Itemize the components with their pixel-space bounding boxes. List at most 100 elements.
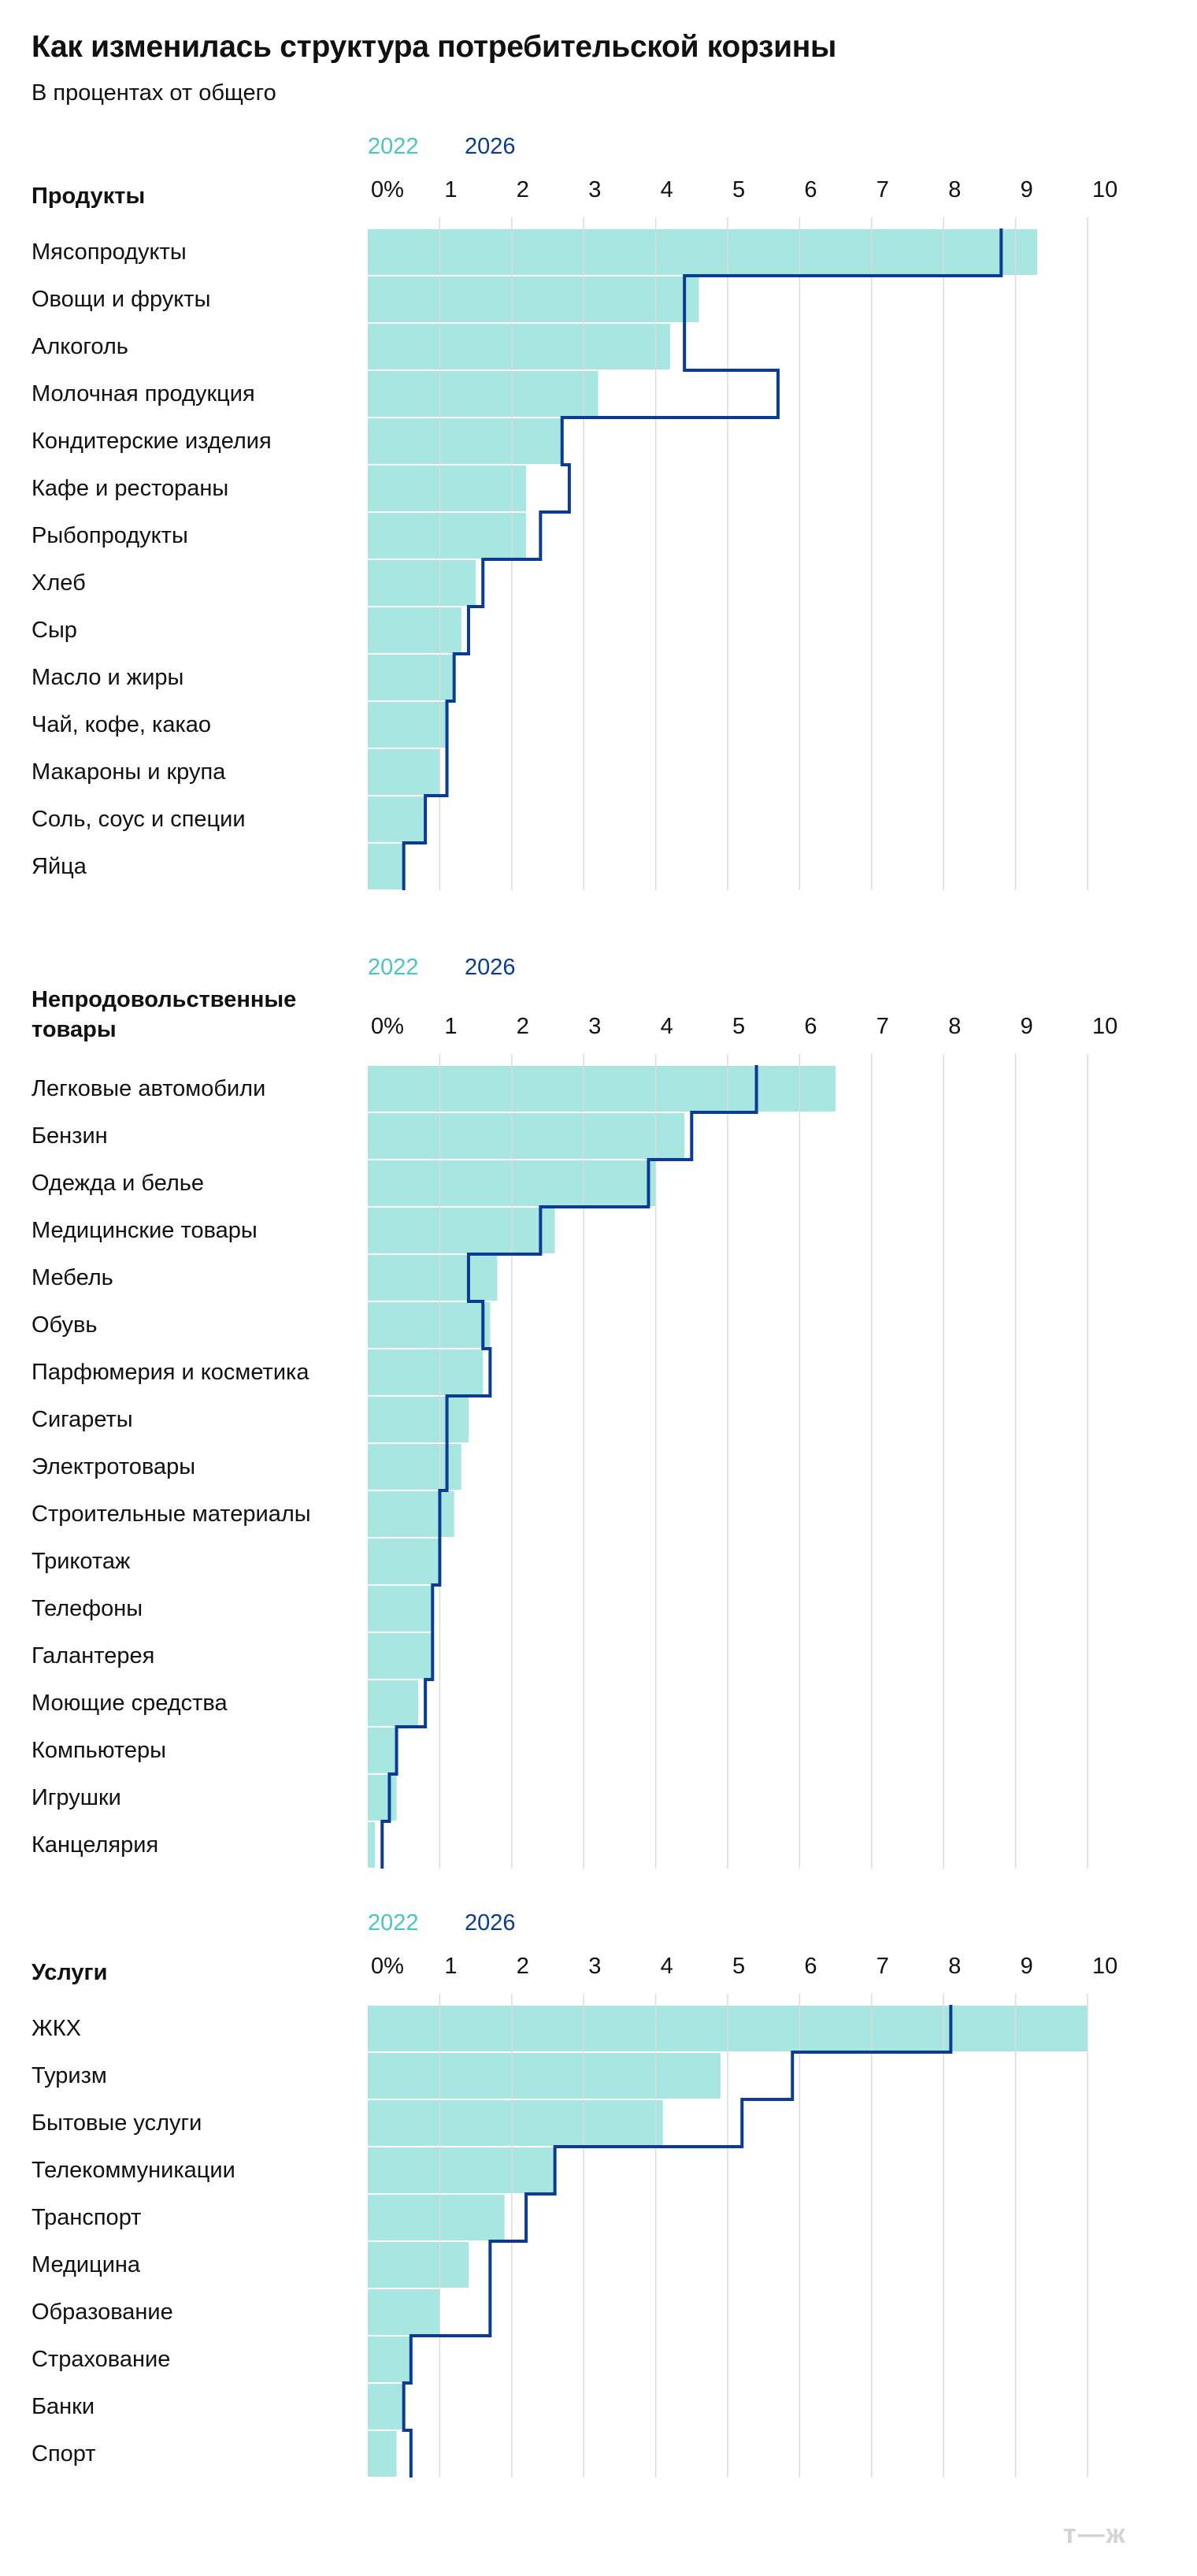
bar-2022 xyxy=(368,1113,685,1159)
tick-label: 10 xyxy=(1092,177,1117,202)
category-label: Канцелярия xyxy=(32,1832,159,1858)
category-label: Яйца xyxy=(32,854,87,879)
category-label: Трикотаж xyxy=(32,1549,131,1574)
tick-label: 9 xyxy=(1021,1014,1033,1039)
tick-label: 10 xyxy=(1092,1954,1117,1979)
category-label: Легковые автомобили xyxy=(32,1076,266,1101)
legend-2026: 2026 xyxy=(465,955,516,980)
bar-2022 xyxy=(368,2337,411,2382)
category-label: Одежда и белье xyxy=(32,1171,205,1196)
section-title: Услуги xyxy=(32,1960,108,1985)
category-label: Соль, соус и специи xyxy=(32,807,246,832)
bar-2022 xyxy=(368,513,527,559)
section-services: Услуги 2022 2026 ЖКХ Туризм Бытовые услуги Тел… xyxy=(0,1910,1197,2485)
tick-label: 6 xyxy=(804,1954,817,1979)
chart-plot: 0% 1 2 3 4 5 6 7 8 9 10 xyxy=(368,1014,1117,1869)
bar-2022 xyxy=(368,2289,440,2335)
category-label: Мебель xyxy=(32,1265,113,1290)
category-label: Кафе и рестораны xyxy=(32,476,229,501)
category-label: Макароны и крупа xyxy=(32,759,226,785)
bar-2022 xyxy=(368,702,447,748)
bar-2022 xyxy=(368,2431,397,2477)
category-label: Овощи и фрукты xyxy=(32,287,211,312)
category-label: Кондитерские изделия xyxy=(32,429,272,454)
category-label: Рыбопродукты xyxy=(32,523,188,548)
legend-2026: 2026 xyxy=(465,134,516,159)
category-label: Масло и жиры xyxy=(32,665,184,690)
chart-plot: 0% 1 2 3 4 5 6 7 8 9 10 xyxy=(368,1954,1117,2478)
bar-2022 xyxy=(368,1066,836,1112)
tick-label: 2 xyxy=(517,1954,529,1979)
category-label: Спорт xyxy=(32,2441,96,2467)
tick-label: 9 xyxy=(1021,177,1033,202)
tick-label: 1 xyxy=(444,1014,457,1039)
tick-label: 8 xyxy=(948,1954,961,1979)
chart-subtitle: В процентах от общего xyxy=(32,80,276,106)
bar-2022 xyxy=(368,2053,721,2099)
category-label: Галантерея xyxy=(32,1643,155,1668)
chart-plot: 0% 1 2 3 4 5 6 7 8 9 10 xyxy=(368,177,1117,890)
tick-label: 9 xyxy=(1021,1954,1033,1979)
category-label: Электротовары xyxy=(32,1454,196,1479)
bar-2022 xyxy=(368,2242,469,2288)
category-label: Бензин xyxy=(32,1123,108,1149)
category-label: Молочная продукция xyxy=(32,381,255,406)
category-label: Строительные материалы xyxy=(32,1501,311,1527)
category-label: Компьютеры xyxy=(32,1738,166,1763)
bar-2022 xyxy=(368,277,699,322)
category-label: Медицина xyxy=(32,2252,141,2277)
category-label: Чай, кофе, какао xyxy=(32,712,212,737)
category-label: Банки xyxy=(32,2394,95,2419)
bar-2022 xyxy=(368,324,670,369)
tick-label: 6 xyxy=(804,1014,817,1039)
bar-2022 xyxy=(368,1255,498,1301)
tick-label: 8 xyxy=(948,177,961,202)
bar-2022 xyxy=(368,1349,484,1395)
legend-2026: 2026 xyxy=(465,1910,516,1936)
bar-2022 xyxy=(368,1633,433,1679)
bar-2022 xyxy=(368,1586,433,1631)
brand-logo: т—ж xyxy=(1063,2519,1127,2549)
category-label: Транспорт xyxy=(32,2205,142,2230)
tick-label: 3 xyxy=(588,1014,601,1039)
tick-label: 1 xyxy=(444,1954,457,1979)
category-label: Мясопродукты xyxy=(32,239,187,265)
bar-2022 xyxy=(368,418,562,464)
category-label: Телекоммуникации xyxy=(32,2158,235,2183)
bar-2022 xyxy=(368,466,527,511)
tick-label: 10 xyxy=(1092,1014,1117,1039)
tick-label: 3 xyxy=(588,1954,601,1979)
legend-2022: 2022 xyxy=(368,955,419,980)
tick-label: 0% xyxy=(371,177,404,202)
bar-2022 xyxy=(368,371,598,417)
bar-2022 xyxy=(368,1208,555,1253)
section-title: Продукты xyxy=(32,184,146,209)
tick-label: 1 xyxy=(444,177,457,202)
tick-label: 4 xyxy=(661,1014,673,1039)
category-label: Обувь xyxy=(32,1312,98,1338)
category-label: ЖКХ xyxy=(32,2016,82,2041)
tick-label: 4 xyxy=(661,177,673,202)
line-2026 xyxy=(380,1065,758,1869)
legend-2022: 2022 xyxy=(368,1910,419,1936)
category-label: Моющие средства xyxy=(32,1691,228,1716)
category-label: Бытовые услуги xyxy=(32,2110,202,2136)
bar-2022 xyxy=(368,796,426,842)
category-label: Туризм xyxy=(32,2063,107,2088)
legend-2022: 2022 xyxy=(368,134,419,159)
tick-label: 2 xyxy=(517,1014,529,1039)
category-label: Сигареты xyxy=(32,1407,133,1432)
bar-2022 xyxy=(368,1728,397,1773)
line-2026 xyxy=(402,2005,953,2478)
bar-2022 xyxy=(368,607,461,653)
tick-label: 6 xyxy=(804,177,817,202)
bar-2022 xyxy=(368,2147,555,2193)
tick-label: 4 xyxy=(661,1954,673,1979)
tick-label: 7 xyxy=(876,1954,889,1979)
tick-label: 0% xyxy=(371,1014,404,1039)
bar-2022 xyxy=(368,655,454,700)
category-label: Парфюмерия и косметика xyxy=(32,1360,309,1385)
tick-label: 2 xyxy=(517,177,529,202)
category-label: Страхование xyxy=(32,2347,171,2372)
tick-label: 0% xyxy=(371,1954,404,1979)
